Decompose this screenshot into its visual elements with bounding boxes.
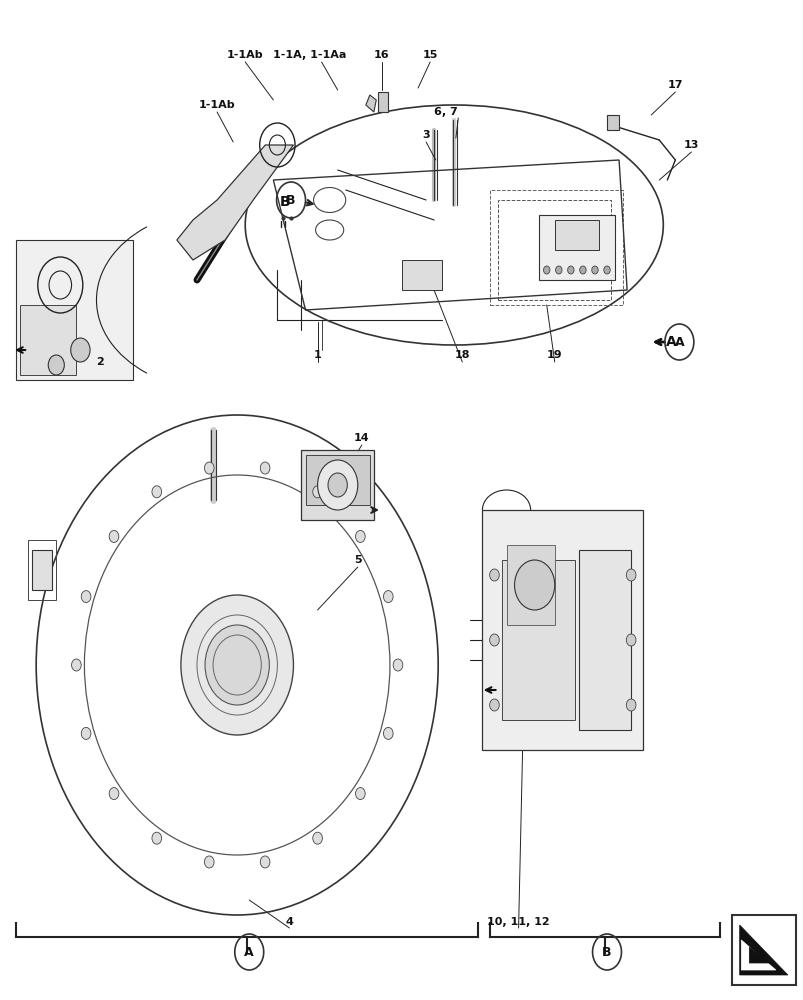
Circle shape (260, 856, 270, 868)
Circle shape (71, 338, 90, 362)
Circle shape (81, 727, 91, 739)
Circle shape (152, 832, 161, 844)
Circle shape (489, 634, 499, 646)
Bar (538, 215, 614, 280)
Text: 16: 16 (373, 50, 389, 60)
Circle shape (260, 462, 270, 474)
Bar (606, 115, 618, 130)
Bar (506, 545, 554, 625)
Bar (498, 200, 610, 300)
Circle shape (489, 569, 499, 581)
Bar (502, 560, 574, 720)
Circle shape (355, 788, 365, 800)
Text: 3: 3 (422, 130, 430, 140)
Bar (490, 190, 622, 305)
Circle shape (489, 699, 499, 711)
Text: B: B (286, 194, 296, 207)
Text: 1-1Ab: 1-1Ab (226, 50, 263, 60)
Circle shape (312, 486, 322, 498)
Text: 4: 4 (285, 917, 293, 927)
Circle shape (312, 832, 322, 844)
Text: 5: 5 (353, 555, 361, 565)
Circle shape (579, 266, 585, 274)
Circle shape (383, 727, 393, 739)
Polygon shape (739, 925, 787, 975)
Text: 9: 9 (574, 535, 582, 545)
Circle shape (591, 266, 597, 274)
Polygon shape (177, 145, 293, 260)
Text: 10, 11, 12: 10, 11, 12 (487, 917, 549, 927)
Polygon shape (740, 940, 775, 970)
Bar (305, 455, 369, 505)
Circle shape (543, 266, 549, 274)
Circle shape (328, 473, 347, 497)
Polygon shape (365, 95, 376, 112)
Circle shape (383, 591, 393, 603)
Polygon shape (748, 947, 769, 963)
Text: B: B (601, 946, 611, 958)
Bar (402, 260, 442, 290)
Bar (578, 550, 630, 730)
Bar (554, 220, 598, 250)
Text: 15: 15 (422, 50, 438, 60)
Ellipse shape (205, 625, 269, 705)
Text: 18: 18 (454, 350, 470, 360)
Circle shape (71, 659, 81, 671)
Circle shape (109, 788, 119, 800)
Text: A: A (665, 335, 676, 349)
Text: 19: 19 (546, 350, 562, 360)
Bar (301, 450, 373, 520)
Text: 1-1A, 1-1Aa: 1-1A, 1-1Aa (272, 50, 346, 60)
Circle shape (393, 659, 402, 671)
Circle shape (109, 530, 119, 542)
Circle shape (204, 462, 214, 474)
Bar (482, 510, 642, 750)
Text: 6, 7: 6, 7 (434, 107, 458, 117)
Text: A: A (244, 946, 254, 958)
Bar (20, 305, 76, 375)
Circle shape (603, 266, 609, 274)
Text: A: A (674, 336, 683, 349)
Circle shape (152, 486, 161, 498)
Text: 17: 17 (666, 80, 683, 90)
Text: B: B (279, 195, 291, 209)
Circle shape (204, 856, 214, 868)
Text: 1: 1 (313, 350, 321, 360)
Text: 1-1Ab: 1-1Ab (198, 100, 235, 110)
Circle shape (317, 460, 357, 510)
Text: 13: 13 (683, 140, 699, 150)
Text: 2: 2 (96, 357, 104, 367)
Bar (32, 550, 52, 590)
Circle shape (48, 355, 64, 375)
Circle shape (81, 591, 91, 603)
Text: 14: 14 (353, 433, 369, 443)
Circle shape (355, 530, 365, 542)
Circle shape (626, 634, 635, 646)
Circle shape (626, 699, 635, 711)
Ellipse shape (181, 595, 293, 735)
Bar (377, 92, 387, 112)
Circle shape (626, 569, 635, 581)
Circle shape (567, 266, 573, 274)
Circle shape (514, 560, 554, 610)
Bar (731, 915, 795, 985)
Bar (16, 240, 132, 380)
Bar (28, 540, 56, 600)
Circle shape (555, 266, 561, 274)
